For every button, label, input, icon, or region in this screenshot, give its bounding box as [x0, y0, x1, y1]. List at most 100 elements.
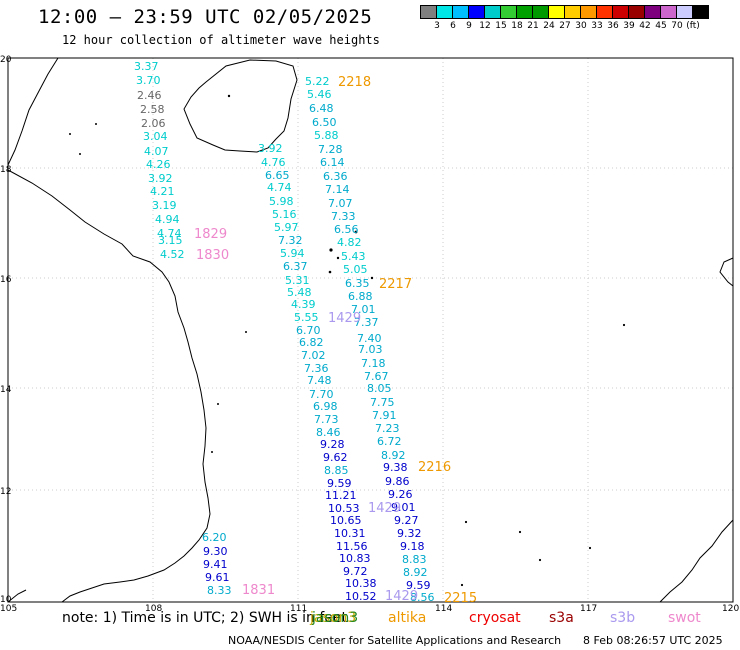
wave-height-label: 10.52 [345, 590, 377, 603]
wave-height-label: 8.33 [207, 584, 232, 597]
wave-height-label: 11.56 [336, 540, 368, 553]
y-tick-label: 12 [0, 487, 11, 497]
wave-height-label: 7.23 [375, 422, 400, 435]
color-legend-label: 9 [466, 21, 472, 31]
wave-height-label: 5.98 [269, 195, 294, 208]
color-legend-label: (ft) [686, 21, 700, 31]
wave-height-label: 7.40 [357, 332, 382, 345]
pass-time-label: 1429 [385, 589, 418, 604]
footer-note: note: 1) Time is in UTC; 2) SWH is in fe… [62, 610, 348, 626]
wave-height-label: 9.38 [383, 461, 408, 474]
wave-height-label: 3.04 [143, 130, 168, 143]
wave-height-label: 9.72 [343, 565, 368, 578]
wave-height-label: 10.31 [334, 527, 366, 540]
color-legend-label: 30 [575, 21, 587, 31]
vietnam-coast [7, 57, 211, 603]
wave-height-label: 9.59 [327, 477, 352, 490]
wave-height-label: 9.30 [203, 545, 228, 558]
x-tick-label: 120 [722, 604, 739, 614]
wave-height-label: 9.86 [385, 475, 410, 488]
wave-height-label: 9.32 [397, 527, 422, 540]
satellite-legend-s3b: s3b [610, 610, 636, 626]
pass-time-label: 1429 [368, 501, 401, 516]
color-legend-label: 6 [450, 21, 456, 31]
x-tick-label: 111 [290, 604, 307, 614]
gulf-coast [7, 589, 27, 603]
wave-height-label: 6.36 [323, 170, 348, 183]
wave-height-label: 6.98 [313, 400, 338, 413]
x-tick-label: 117 [580, 604, 597, 614]
map-grid [8, 58, 733, 602]
wave-height-label: 7.67 [364, 370, 389, 383]
wave-height-label: 4.07 [144, 145, 169, 158]
wave-height-label: 4.39 [291, 298, 316, 311]
color-legend-label: 12 [479, 21, 491, 31]
wave-height-label: 7.18 [361, 357, 386, 370]
color-legend-label: 3 [434, 21, 440, 31]
color-swatch [692, 5, 709, 19]
wave-height-label: 4.74 [157, 227, 182, 240]
wave-height-label: 3.70 [136, 74, 161, 87]
wave-height-label: 10.83 [339, 552, 371, 565]
wave-height-label: 7.03 [358, 343, 383, 356]
pass-time-label: 1829 [194, 227, 227, 242]
pass-time-label: 2215 [444, 591, 477, 606]
wave-height-label: 7.14 [325, 183, 350, 196]
hainan-island [183, 59, 298, 153]
pass-time-label: 1830 [196, 248, 229, 263]
philippines-coast [719, 257, 734, 287]
pass-time-label: 1429 [328, 311, 361, 326]
wave-height-label: 6.88 [348, 290, 373, 303]
wave-height-label: 5.31 [285, 274, 310, 287]
axis-labels: 105 108 111 114 117 120 20 18 16 14 12 10 [0, 55, 739, 614]
wave-height-label: 9.41 [203, 558, 228, 571]
color-legend-label: 42 [639, 21, 651, 31]
wave-height-label: 7.37 [354, 316, 379, 329]
wave-height-label: 6.65 [265, 169, 290, 182]
wave-height-label: 8.46 [316, 426, 341, 439]
wave-height-label: 11.21 [325, 489, 357, 502]
satellite-legend-jason3: jason3 [310, 610, 357, 626]
wave-height-label: 9.61 [205, 571, 230, 584]
wave-height-label: 5.43 [341, 250, 366, 263]
satellite-legend-s3a: s3a [549, 610, 574, 626]
wave-height-label: 2.58 [140, 103, 165, 116]
x-tick-label: 105 [0, 604, 17, 614]
wave-height-label: 10.38 [345, 577, 377, 590]
wave-height-label: 6.56 [334, 223, 359, 236]
color-legend-label: 27 [559, 21, 571, 31]
wave-height-label: 9.26 [388, 488, 413, 501]
map-frame [7, 57, 734, 603]
wave-height-label: 7.33 [331, 210, 356, 223]
y-tick-label: 14 [0, 385, 12, 395]
wave-height-label: 7.36 [304, 362, 329, 375]
pass-time-label: 1831 [242, 583, 275, 598]
wave-height-label: 5.46 [307, 88, 332, 101]
observation-labels: 3.373.702.462.582.063.044.074.263.924.21… [134, 60, 435, 604]
wave-height-label: 7.48 [307, 374, 332, 387]
color-legend-label: 36 [607, 21, 619, 31]
wave-height-label: 4.52 [160, 248, 185, 261]
x-tick-label: 114 [435, 604, 452, 614]
color-legend [420, 5, 709, 19]
wave-height-label: 5.05 [343, 263, 368, 276]
wave-height-label: 4.74 [267, 181, 292, 194]
wave-height-label: 8.05 [367, 382, 392, 395]
wave-height-label: 7.28 [318, 143, 343, 156]
color-legend-label: 70 [671, 21, 683, 31]
wave-height-label: 10.53 [328, 502, 360, 515]
color-legend-label: 18 [511, 21, 523, 31]
wave-height-label: 3.15 [158, 234, 183, 247]
wave-height-label: 6.14 [320, 156, 345, 169]
wave-height-label: 5.16 [272, 208, 297, 221]
wave-height-label: 8.83 [402, 553, 427, 566]
wave-height-label: 9.62 [323, 451, 348, 464]
coastlines [7, 57, 734, 603]
wave-height-label: 6.48 [309, 102, 334, 115]
track-labels: 2218 2217 2216 2215 1829 1830 1831 1429 1429 1429 [194, 75, 477, 606]
wave-height-label: 7.01 [351, 303, 376, 316]
map-subtitle: 12 hour collection of altimeter wave hei… [62, 33, 380, 47]
wave-height-label: 3.19 [152, 199, 177, 212]
satellite-legend-altika: altika [388, 610, 427, 626]
satellite-legend-overlay: jason3 [312, 610, 359, 626]
